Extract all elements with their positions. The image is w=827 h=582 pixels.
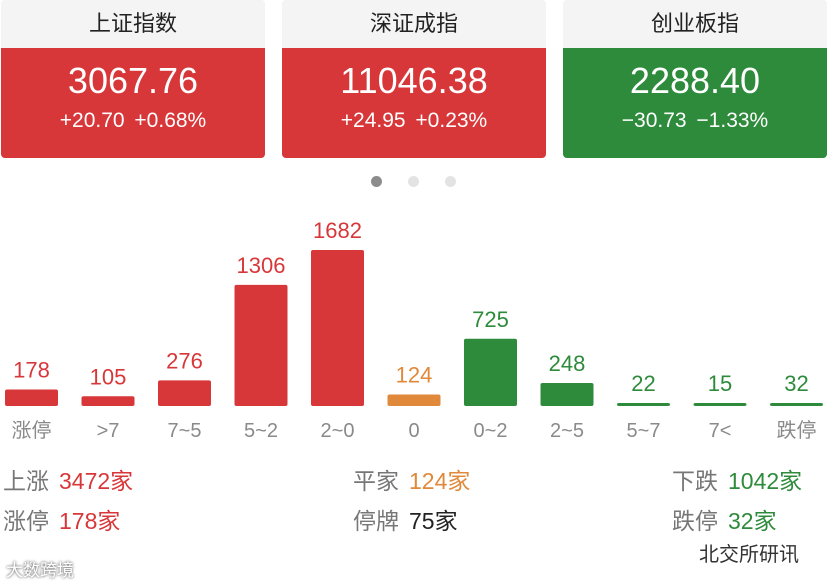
bar-2 (158, 380, 211, 406)
pager-dot-1[interactable] (371, 176, 382, 187)
pager-dots (0, 176, 827, 188)
pager-dot-3[interactable] (445, 176, 456, 187)
stat-falling: 下跌 1042家 (672, 467, 802, 495)
bar-4 (311, 250, 364, 406)
index-value: 2288.40 (629, 60, 761, 101)
bar-value-label: 105 (90, 364, 127, 389)
stat-value: 1042家 (728, 468, 803, 494)
bar-value-label: 178 (13, 357, 50, 382)
bar-category-label: >7 (97, 420, 120, 442)
index-name: 上证指数 (1, 0, 265, 48)
bar-category-label: 涨停 (12, 419, 52, 442)
stat-value: 124家 (409, 468, 471, 494)
bar-3 (234, 284, 288, 406)
stat-label: 跌停 (672, 508, 718, 534)
index-change: +24.95 +0.23% (282, 108, 546, 134)
stat-rising: 上涨 3472家 (3, 467, 133, 495)
bar-7 (540, 382, 594, 406)
index-change-points: +20.70 (59, 109, 125, 132)
index-change: +20.70 +0.68% (1, 108, 265, 134)
change-distribution-chart: 178 涨停 105 >7 276 7~5 1306 5~2 1682 2~0 124 0 725 0~2… (5, 218, 823, 442)
stat-value: 178家 (59, 508, 121, 534)
bar-8 (617, 403, 670, 406)
stat-value: 3472家 (59, 468, 134, 494)
bar-category-label: 7~5 (168, 420, 202, 442)
bar-9 (693, 403, 747, 406)
index-card-shanghai[interactable]: 上证指数 3067.76 +20.70 +0.68% (1, 0, 265, 158)
bar-category-label: 7< (709, 420, 732, 442)
index-change-points: +24.95 (340, 109, 406, 132)
index-quote: 3067.76 +20.70 +0.68% (1, 48, 265, 158)
bar-value-label: 1306 (237, 253, 286, 278)
stat-label: 下跌 (672, 468, 718, 494)
index-change: −30.73 −1.33% (563, 108, 827, 134)
stat-label: 涨停 (3, 508, 49, 534)
index-name: 创业板指 (563, 0, 827, 48)
stat-flat: 平家 124家 (353, 467, 470, 495)
bar-value-label: 276 (166, 348, 203, 373)
stat-value: 32家 (728, 508, 777, 534)
bar-1 (81, 396, 135, 406)
index-quote: 2288.40 −30.73 −1.33% (563, 48, 827, 158)
bar-category-label: 0 (408, 420, 419, 442)
bar-value-label: 15 (708, 371, 732, 396)
index-change-percent: +0.68% (134, 109, 207, 132)
stat-value: 75家 (409, 508, 458, 534)
bar-category-label: 2~0 (321, 420, 355, 442)
index-card-shenzhen[interactable]: 深证成指 11046.38 +24.95 +0.23% (282, 0, 546, 158)
stat-label: 上涨 (3, 468, 49, 494)
bar-10 (770, 403, 823, 406)
bar-value-label: 248 (549, 351, 586, 376)
pager-dot-2[interactable] (408, 176, 419, 187)
index-quote: 11046.38 +24.95 +0.23% (282, 48, 546, 158)
stat-label: 停牌 (353, 508, 399, 534)
index-value: 3067.76 (67, 60, 199, 101)
bar-value-label: 22 (631, 371, 655, 396)
stat-limit-up: 涨停 178家 (3, 507, 120, 535)
stat-limit-down: 跌停 32家 (672, 507, 777, 535)
bar-0 (5, 389, 58, 406)
bar-category-label: 跌停 (777, 419, 817, 442)
watermark-right: 北交所研讯 (699, 544, 799, 566)
index-card-chinext[interactable]: 创业板指 2288.40 −30.73 −1.33% (563, 0, 827, 158)
bar-category-label: 5~7 (627, 420, 661, 442)
index-change-percent: +0.23% (415, 109, 488, 132)
bar-5 (387, 394, 441, 406)
bar-value-label: 1682 (313, 218, 362, 243)
bar-category-label: 2~5 (550, 420, 584, 442)
index-value: 11046.38 (340, 60, 488, 101)
index-change-points: −30.73 (621, 109, 687, 132)
bar-value-label: 725 (472, 307, 509, 332)
index-change-percent: −1.33% (696, 109, 769, 132)
watermark-left: 大数跨境 (6, 561, 74, 580)
stat-suspended: 停牌 75家 (353, 507, 458, 535)
bar-6 (464, 338, 517, 406)
bar-value-label: 124 (396, 362, 433, 387)
bar-value-label: 32 (784, 371, 808, 396)
stat-label: 平家 (353, 468, 399, 494)
bar-category-label: 0~2 (474, 420, 508, 442)
bar-category-label: 5~2 (244, 420, 278, 442)
index-name: 深证成指 (282, 0, 546, 48)
